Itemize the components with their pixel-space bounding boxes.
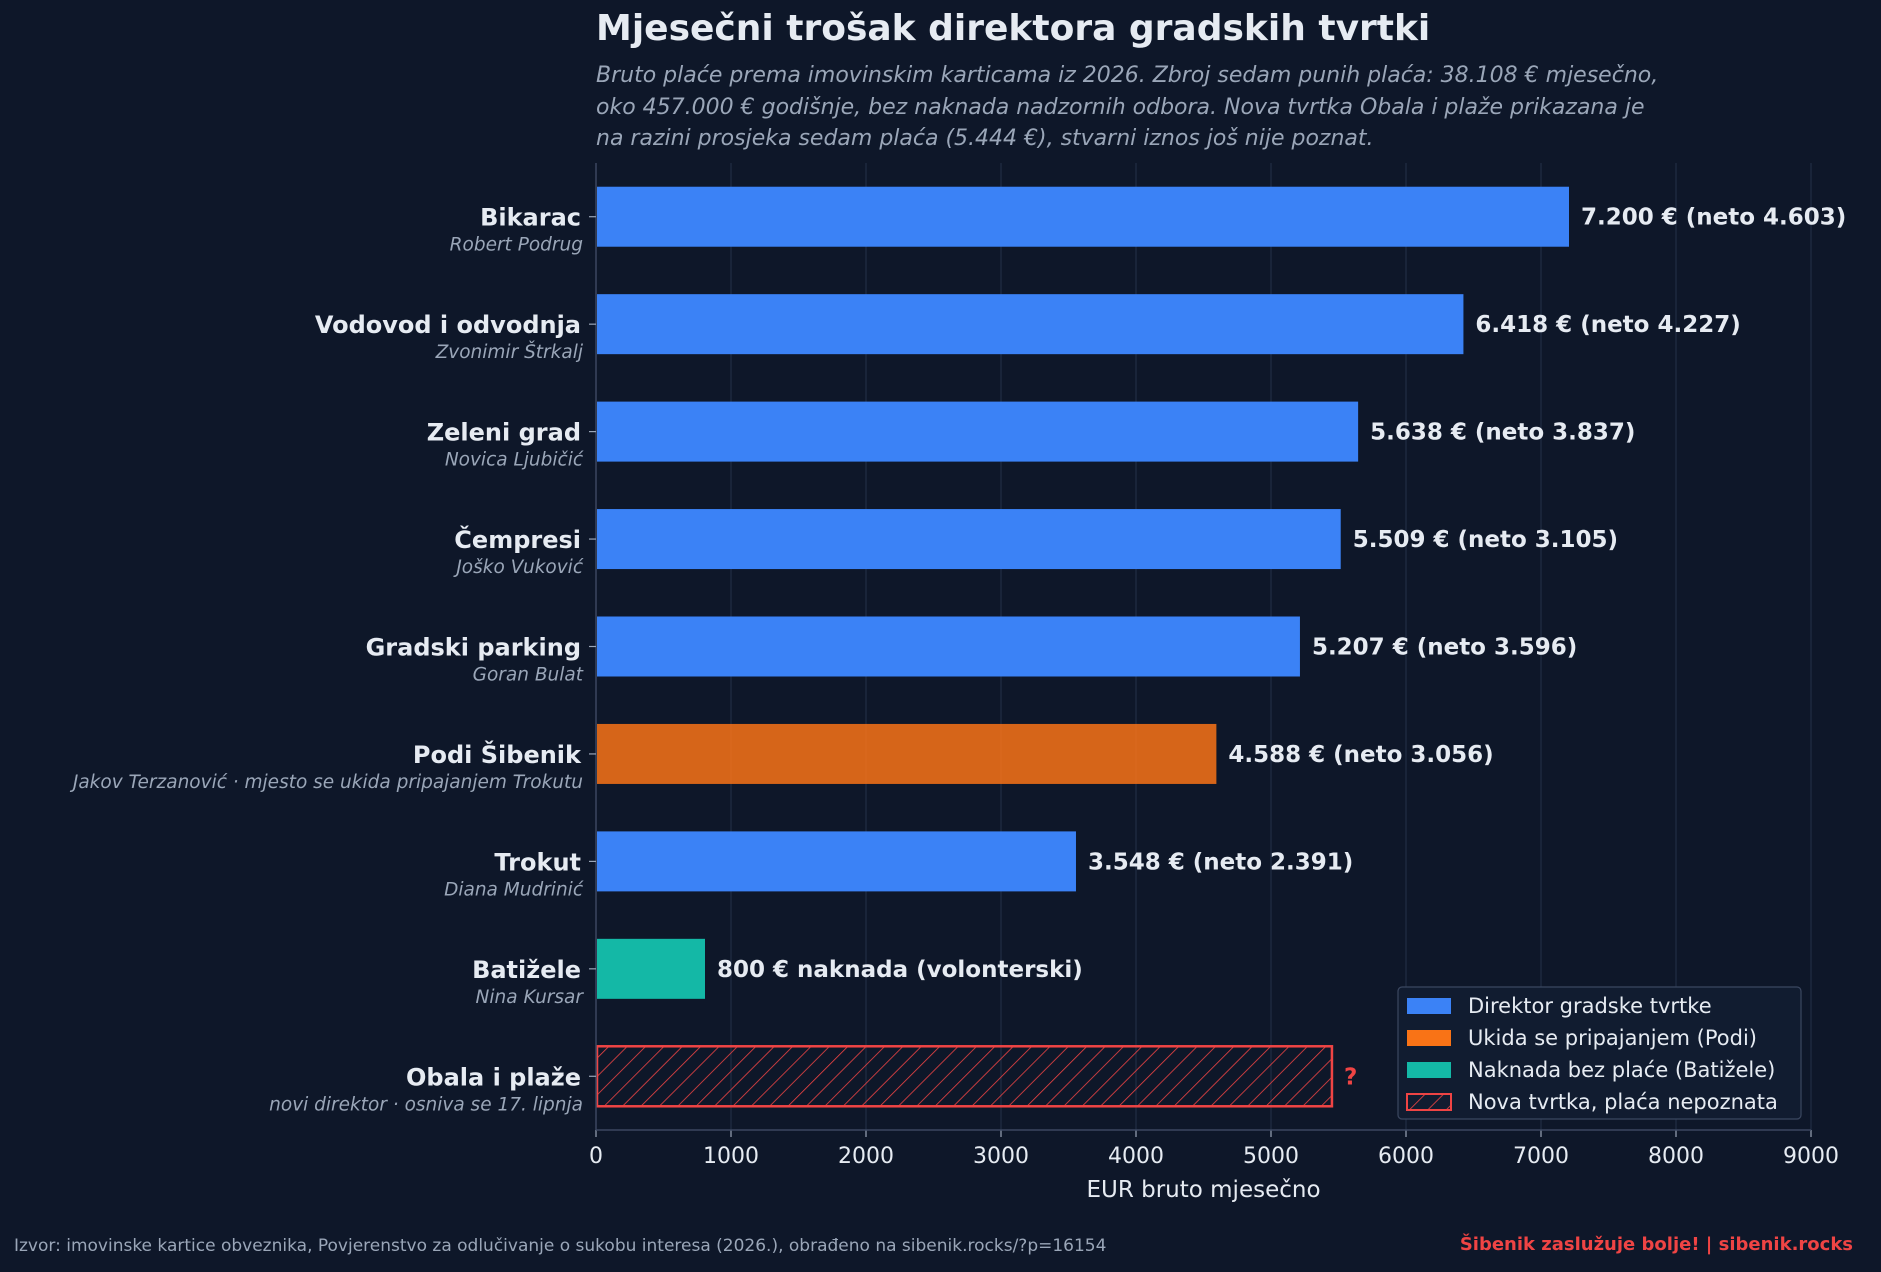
category-label: Zeleni grad: [427, 419, 581, 447]
x-tick-label: 4000: [1108, 1144, 1164, 1169]
value-label: 7.200 € (neto 4.603): [1581, 205, 1846, 231]
bar-bikarac: [597, 186, 1569, 247]
chart-subtitle: Bruto plaće prema imovinskim karticama i…: [596, 60, 1776, 155]
bar-trokut: [597, 831, 1076, 892]
bar--empresi: [597, 509, 1341, 570]
bar-bati-ele: [597, 938, 705, 999]
legend-item: Nova tvrtka, plaća nepoznata: [1406, 1090, 1778, 1114]
value-label: 6.418 € (neto 4.227): [1475, 312, 1740, 338]
bar-gradski-parking: [597, 616, 1300, 677]
legend-label: Nova tvrtka, plaća nepoznata: [1468, 1090, 1778, 1114]
bar-obala-i-pla-e: [595, 1045, 1334, 1108]
x-tick-label: 2000: [838, 1144, 894, 1169]
value-label: 3.548 € (neto 2.391): [1088, 849, 1353, 875]
footer-source: Izvor: imovinske kartice obveznika, Povj…: [14, 1236, 1107, 1256]
x-tick-label: 9000: [1783, 1144, 1839, 1169]
category-label: Batižele: [472, 956, 581, 984]
subtitle-line-2: oko 457.000 € godišnje, bez naknada nadz…: [596, 94, 1645, 120]
category-sublabel: Robert Podrug: [450, 235, 584, 256]
category-label: Bikarac: [480, 204, 581, 232]
category-label: Obala i plaže: [406, 1063, 581, 1091]
legend-item: Direktor gradske tvrtke: [1407, 994, 1712, 1018]
legend-label: Ukida se pripajanjem (Podi): [1468, 1026, 1757, 1050]
x-tick-label: 5000: [1243, 1144, 1299, 1169]
legend-label: Direktor gradske tvrtke: [1468, 994, 1712, 1018]
category-label: Gradski parking: [366, 634, 581, 662]
subtitle-line-3: na razini prosjeka sedam plaća (5.444 €)…: [596, 126, 1374, 151]
value-label: 5.207 € (neto 3.596): [1312, 635, 1577, 661]
bar-podi-ibenik: [597, 723, 1217, 784]
legend-swatch: [1406, 1093, 1452, 1111]
category-label: Vodovod i odvodnja: [315, 311, 581, 339]
legend-swatch: [1407, 1062, 1451, 1078]
category-label: Čempresi: [454, 524, 581, 554]
x-axis-label: EUR bruto mjesečno: [1086, 1177, 1320, 1203]
value-label: ?: [1344, 1064, 1357, 1090]
legend-swatch: [1407, 998, 1451, 1014]
legend-label: Naknada bez plaće (Batižele): [1468, 1058, 1775, 1082]
value-label: 5.638 € (neto 3.837): [1370, 420, 1635, 446]
x-tick-label: 8000: [1648, 1144, 1704, 1169]
subtitle-line-1: Bruto plaće prema imovinskim karticama i…: [596, 63, 1659, 88]
category-sublabel: Goran Bulat: [473, 665, 584, 686]
x-tick-label: 1000: [703, 1144, 759, 1169]
category-sublabel: Nina Kursar: [476, 987, 585, 1008]
category-sublabel: Novica Ljubičić: [445, 450, 584, 471]
x-tick-label: 7000: [1513, 1144, 1569, 1169]
legend-box: [1397, 986, 1802, 1120]
footer-brand[interactable]: Šibenik zaslužuje bolje! | sibenik.rocks: [1459, 1234, 1853, 1255]
bar-zeleni-grad: [597, 401, 1359, 462]
legend-item: Naknada bez plaće (Batižele): [1407, 1058, 1775, 1082]
category-sublabel: Jakov Terzanović · mjesto se ukida pripa…: [69, 772, 583, 793]
category-sublabel: Diana Mudrinić: [444, 879, 584, 900]
value-label: 800 € naknada (volonterski): [717, 957, 1083, 983]
bar-chart: 7.200 € (neto 4.603) 6.418 € (neto 4.227)…: [69, 163, 1846, 1203]
chart-title: Mjesečni trošak direktora gradskih tvrtk…: [596, 8, 1431, 49]
legend-swatch: [1407, 1030, 1451, 1046]
value-label: 4.588 € (neto 3.056): [1228, 742, 1493, 768]
bar-vodovod-i-odvodnja: [597, 294, 1464, 355]
category-sublabel: novi direktor · osniva se 17. lipnja: [269, 1094, 583, 1115]
value-label: 5.509 € (neto 3.105): [1353, 527, 1618, 553]
x-tick-label: 0: [589, 1144, 603, 1169]
x-tick-label: 3000: [973, 1144, 1029, 1169]
category-sublabel: Joško Vuković: [452, 557, 584, 578]
category-label: Trokut: [494, 848, 581, 876]
legend-item: Ukida se pripajanjem (Podi): [1407, 1026, 1757, 1050]
category-sublabel: Zvonimir Štrkalj: [435, 341, 584, 363]
x-tick-label: 6000: [1378, 1144, 1434, 1169]
category-label: Podi Šibenik: [413, 739, 582, 769]
